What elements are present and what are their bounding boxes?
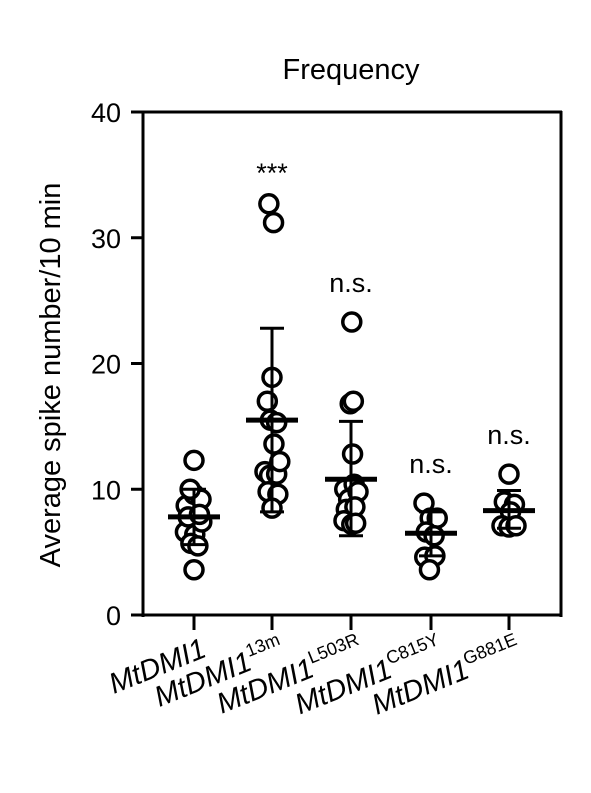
data-point [265, 411, 288, 434]
chart-title: Frequency [282, 54, 420, 86]
data-point [256, 390, 279, 412]
y-axis-label: Average spike number/10 min [35, 183, 67, 568]
x-axis-ticks [192, 615, 511, 630]
data-point [423, 525, 445, 547]
data-point [341, 443, 364, 465]
x-axis-label-superscript: 13m [243, 629, 283, 661]
significance-label: n.s. [409, 449, 453, 479]
data-point [342, 390, 365, 412]
x-axis-labels: MtDMI1MtDMI113mMtDMI1L503RMtDMI1C815YMtD… [105, 629, 520, 721]
significance-labels: *** n.s. n.s. n.s. [256, 158, 531, 479]
y-tick-label: 40 [91, 98, 121, 128]
significance-label: n.s. [487, 420, 531, 450]
significance-label: n.s. [329, 268, 373, 298]
data-point [258, 193, 280, 215]
significance-label: *** [256, 158, 288, 188]
error-bars [168, 326, 535, 558]
y-axis-ticks: 0 10 20 30 40 [91, 98, 143, 631]
data-point [183, 449, 205, 472]
data-point [183, 558, 205, 581]
data-point [341, 311, 363, 333]
y-tick-label: 30 [91, 224, 121, 254]
data-point [262, 211, 285, 234]
data-point [498, 463, 520, 485]
y-tick-label: 20 [91, 350, 121, 380]
y-tick-label: 0 [106, 601, 121, 631]
data-point [505, 514, 527, 537]
data-point [263, 433, 285, 455]
data-point [344, 512, 367, 534]
x-axis-label-superscript: G881E [460, 629, 519, 669]
data-point [418, 558, 441, 581]
x-axis-label-superscript: L503R [305, 629, 362, 667]
x-axis-label-superscript: C815Y [383, 629, 442, 668]
y-tick-label: 10 [91, 475, 121, 505]
